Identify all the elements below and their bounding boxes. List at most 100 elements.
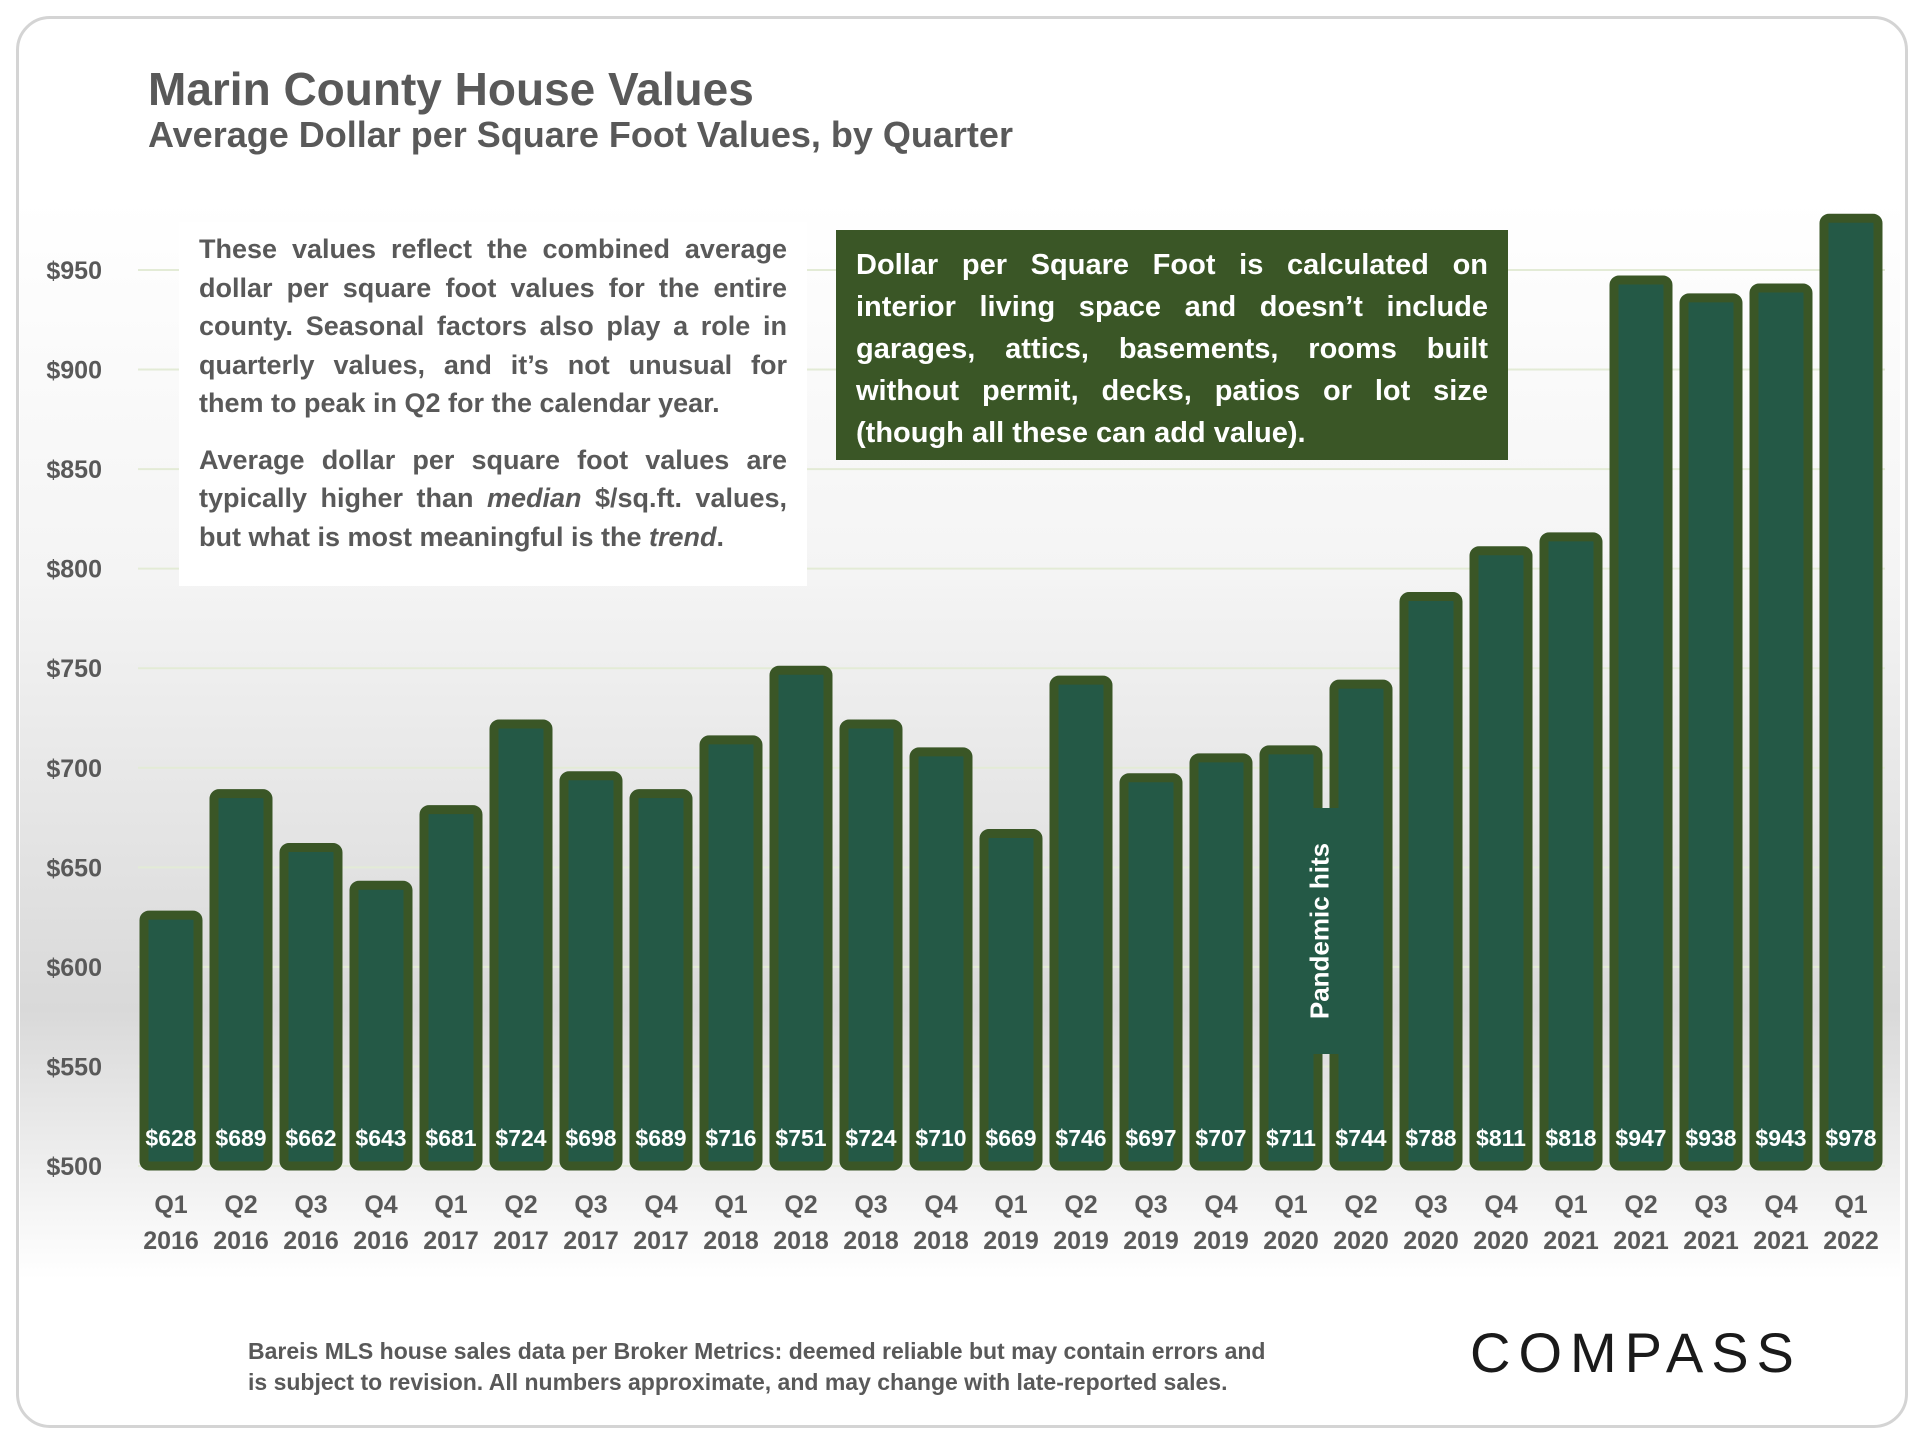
data-label: $943 (1755, 1125, 1806, 1151)
data-label: $724 (845, 1125, 896, 1151)
data-label: $689 (635, 1125, 686, 1151)
source-footnote: Bareis MLS house sales data per Broker M… (248, 1336, 1328, 1398)
x-tick-year: 2019 (1053, 1227, 1109, 1255)
y-tick-label: $950 (46, 257, 102, 285)
bar (1399, 592, 1463, 1171)
x-tick-year: 2017 (563, 1227, 619, 1255)
x-tick-year: 2016 (353, 1227, 409, 1255)
x-tick-quarter: Q1 (154, 1191, 187, 1219)
x-tick-quarter: Q4 (1764, 1191, 1797, 1219)
x-tick-quarter: Q4 (644, 1191, 677, 1219)
x-tick-quarter: Q2 (1064, 1191, 1097, 1219)
data-label: $681 (425, 1125, 476, 1151)
x-tick-year: 2017 (633, 1227, 689, 1255)
y-tick-label: $750 (46, 655, 102, 683)
y-tick-label: $550 (46, 1053, 102, 1081)
data-label: $818 (1545, 1125, 1596, 1151)
data-label: $643 (355, 1125, 406, 1151)
x-tick-year: 2019 (983, 1227, 1039, 1255)
bar (769, 665, 833, 1171)
data-label: $698 (565, 1125, 616, 1151)
x-tick-year: 2018 (773, 1227, 829, 1255)
bar (699, 735, 763, 1171)
note-paragraph-1: These values reflect the combined averag… (199, 234, 787, 418)
data-label: $697 (1125, 1125, 1176, 1151)
footnote-line-2: is subject to revision. All numbers appr… (248, 1369, 1228, 1395)
data-label: $746 (1055, 1125, 1106, 1151)
data-label: $724 (495, 1125, 546, 1151)
y-tick-label: $500 (46, 1153, 102, 1181)
pandemic-label: Pandemic hits (1304, 842, 1335, 1020)
data-label: $978 (1825, 1125, 1876, 1151)
data-label: $788 (1405, 1125, 1456, 1151)
data-label: $628 (145, 1125, 196, 1151)
bar (279, 842, 343, 1171)
chart-title: Marin County House Values (148, 63, 754, 115)
bar (629, 789, 693, 1171)
x-tick-quarter: Q2 (1624, 1191, 1657, 1219)
x-tick-quarter: Q1 (714, 1191, 747, 1219)
x-tick-quarter: Q3 (1694, 1191, 1727, 1219)
x-tick-year: 2019 (1123, 1227, 1179, 1255)
data-label: $711 (1266, 1125, 1316, 1151)
x-tick-year: 2020 (1403, 1227, 1459, 1255)
y-tick-label: $650 (46, 854, 102, 882)
bar (139, 910, 203, 1171)
data-label: $716 (705, 1125, 756, 1151)
data-label: $947 (1615, 1125, 1666, 1151)
x-tick-year: 2019 (1193, 1227, 1249, 1255)
bar (1749, 283, 1813, 1171)
x-tick-quarter: Q4 (364, 1191, 397, 1219)
x-tick-quarter: Q1 (1834, 1191, 1867, 1219)
data-label: $689 (215, 1125, 266, 1151)
bar (1819, 213, 1883, 1171)
x-tick-quarter: Q1 (1274, 1191, 1307, 1219)
x-tick-year: 2016 (143, 1227, 199, 1255)
x-tick-quarter: Q1 (434, 1191, 467, 1219)
x-tick-year: 2018 (703, 1227, 759, 1255)
footnote-line-1: Bareis MLS house sales data per Broker M… (248, 1338, 1266, 1364)
bar (1189, 753, 1253, 1171)
data-label: $751 (775, 1125, 826, 1151)
compass-logo: COMPASS (1470, 1321, 1802, 1384)
y-tick-label: $700 (46, 755, 102, 783)
chart-subtitle: Average Dollar per Square Foot Values, b… (148, 114, 1013, 155)
x-tick-year: 2018 (843, 1227, 899, 1255)
x-tick-quarter: Q3 (1134, 1191, 1167, 1219)
bar (1609, 275, 1673, 1171)
bar (349, 880, 413, 1171)
y-tick-label: $800 (46, 556, 102, 584)
x-tick-quarter: Q3 (854, 1191, 887, 1219)
x-tick-year: 2021 (1543, 1227, 1599, 1255)
x-tick-quarter: Q2 (784, 1191, 817, 1219)
data-label: $707 (1195, 1125, 1246, 1151)
bar (909, 747, 973, 1171)
x-tick-quarter: Q2 (224, 1191, 257, 1219)
data-label: $744 (1335, 1125, 1386, 1151)
x-tick-year: 2018 (913, 1227, 969, 1255)
note-paragraph-2: Average dollar per square foot values ar… (199, 444, 787, 552)
bar (1469, 546, 1533, 1171)
explanation-note: These values reflect the combined averag… (179, 222, 807, 586)
bar (1679, 293, 1743, 1171)
data-label: $710 (915, 1125, 966, 1151)
bar (559, 771, 623, 1171)
bar (489, 719, 553, 1171)
x-tick-year: 2022 (1823, 1227, 1879, 1255)
bar (209, 789, 273, 1171)
x-tick-quarter: Q4 (924, 1191, 957, 1219)
x-tick-year: 2017 (423, 1227, 479, 1255)
x-tick-quarter: Q2 (1344, 1191, 1377, 1219)
x-tick-quarter: Q4 (1484, 1191, 1517, 1219)
bar (839, 719, 903, 1171)
bar (1119, 773, 1183, 1171)
x-tick-year: 2020 (1473, 1227, 1529, 1255)
bar (1049, 675, 1113, 1171)
bar (1539, 532, 1603, 1171)
x-tick-year: 2020 (1333, 1227, 1389, 1255)
x-tick-quarter: Q3 (574, 1191, 607, 1219)
x-tick-year: 2016 (283, 1227, 339, 1255)
data-label: $938 (1685, 1125, 1736, 1151)
x-tick-quarter: Q1 (994, 1191, 1027, 1219)
x-tick-year: 2016 (213, 1227, 269, 1255)
